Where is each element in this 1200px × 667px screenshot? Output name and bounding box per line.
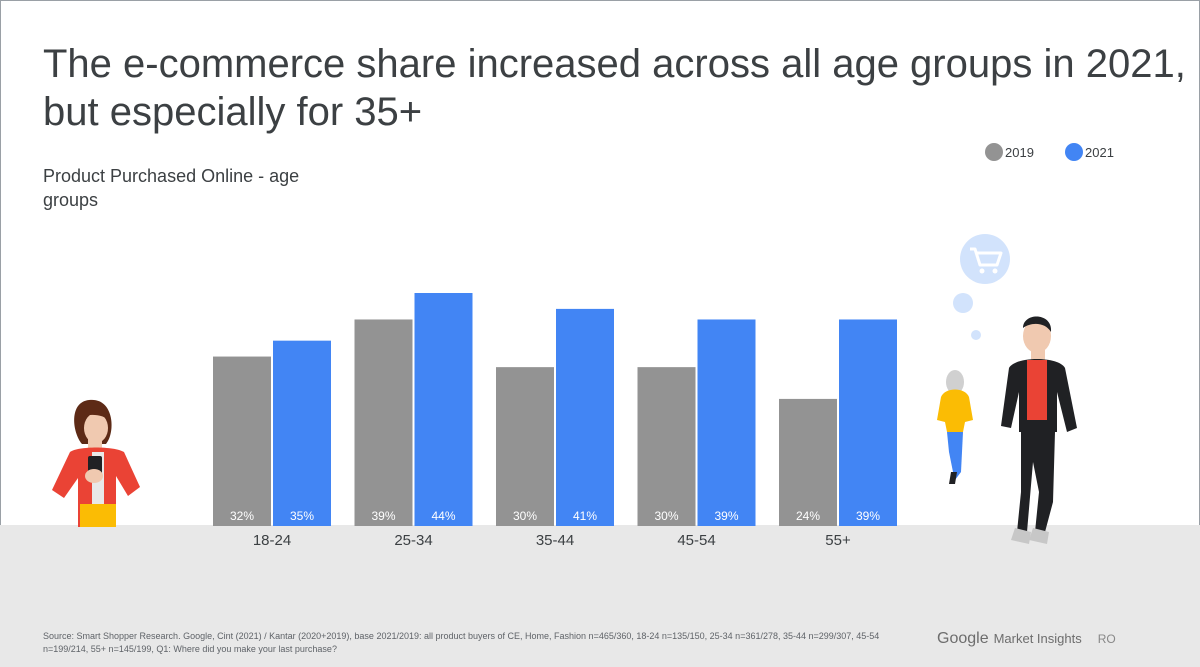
market-code: RO (1097, 632, 1116, 646)
legend-label-2021: 2021 (1085, 144, 1114, 160)
bar-25-34-2021 (414, 293, 473, 526)
brand-footer: Google Market Insights RO (937, 630, 1116, 650)
bar-label-35-44-2019: 30% (513, 509, 537, 523)
woman-with-phone-illustration (52, 399, 140, 527)
x-tick-25-34: 25-34 (394, 532, 432, 549)
bar-35-44-2021 (556, 308, 614, 526)
shoppers-illustration (937, 234, 1077, 544)
bar-label-55+-2019: 24% (796, 509, 820, 523)
bar-35-44-2019 (496, 367, 554, 526)
legend-swatch-2021 (1065, 143, 1083, 161)
legend-item-2021: 2021 (1065, 143, 1114, 161)
legend-label-2019: 2019 (1005, 144, 1034, 160)
x-tick-35-44: 35-44 (536, 532, 574, 549)
bar-label-45-54-2019: 30% (654, 509, 678, 523)
legend-swatch-2019 (985, 143, 1003, 161)
x-tick-55+: 55+ (825, 532, 851, 549)
slide-title: The e-commerce share increased across al… (43, 42, 1186, 134)
bar-45-54-2019 (637, 367, 696, 526)
bar-label-25-34-2021: 44% (431, 509, 455, 523)
floor-band (0, 525, 1200, 667)
bar-18-24-2021 (273, 340, 331, 526)
google-logo-text: Google (937, 630, 989, 647)
bar-label-45-54-2021: 39% (714, 509, 738, 523)
bar-18-24-2019 (213, 356, 271, 526)
bar-55+-2021 (839, 319, 897, 526)
source-note: Source: Smart Shopper Research. Google, … (43, 631, 880, 654)
chart-subtitle: Product Purchased Online - age groups (43, 166, 300, 210)
market-insights-text: Market Insights (993, 631, 1082, 646)
bar-label-55+-2021: 39% (856, 509, 880, 523)
bar-55+-2019 (779, 398, 837, 526)
bar-25-34-2019 (354, 319, 413, 526)
bar-label-18-24-2021: 35% (290, 509, 314, 523)
bar-45-54-2021 (697, 319, 756, 526)
bar-label-18-24-2019: 32% (230, 509, 254, 523)
legend-item-2019: 2019 (985, 143, 1034, 161)
x-tick-45-54: 45-54 (677, 532, 715, 549)
bar-label-25-34-2019: 39% (371, 509, 395, 523)
bar-label-35-44-2021: 41% (573, 509, 597, 523)
shopping-cart-icon (970, 247, 1003, 274)
x-tick-18-24: 18-24 (253, 532, 291, 549)
